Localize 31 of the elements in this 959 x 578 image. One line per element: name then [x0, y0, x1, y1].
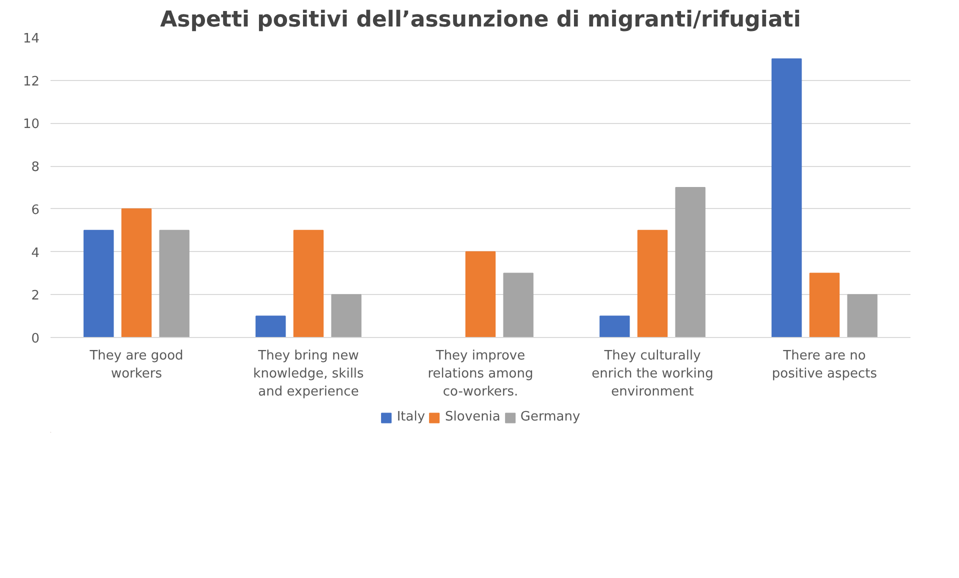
bar: [503, 272, 534, 338]
chart-title: Aspetti positivi dell’assunzione di migranti/rifugiati: [160, 8, 801, 32]
y-tick-label: 10: [22, 117, 40, 132]
y-tick-label: 12: [22, 74, 40, 90]
legend-label: Slovenia: [445, 410, 500, 424]
y-tick-label: 8: [31, 160, 40, 176]
bar: [331, 294, 362, 338]
bar: [637, 230, 668, 338]
y-tick-label: 4: [31, 246, 40, 261]
y-tick-label: 0: [31, 332, 40, 346]
bar: [772, 58, 802, 338]
x-tick-label: They are good workers: [88, 348, 184, 382]
bar: [600, 316, 630, 338]
y-tick-label: 2: [31, 288, 40, 304]
legend-label: Italy: [396, 410, 426, 424]
legend-label: Germany: [520, 410, 580, 424]
bar: [675, 187, 706, 338]
bar: [121, 208, 152, 338]
bar: [256, 316, 286, 338]
x-tick-label: They bring new knowledge, skills and experience: [253, 348, 364, 400]
y-tick-label: 6: [31, 202, 40, 218]
bar: [293, 230, 324, 338]
bar: [847, 294, 878, 338]
x-tick-label: There are no positive aspects: [772, 348, 878, 382]
bar: [159, 230, 190, 338]
x-tick-label: They culturally enrich the working environment: [592, 348, 714, 400]
bar: [809, 272, 840, 338]
x-tick-label: They improve relations among co-workers.: [428, 348, 534, 400]
bar: [465, 251, 496, 338]
y-tick-label: 14: [22, 32, 40, 46]
bar: [84, 230, 114, 338]
